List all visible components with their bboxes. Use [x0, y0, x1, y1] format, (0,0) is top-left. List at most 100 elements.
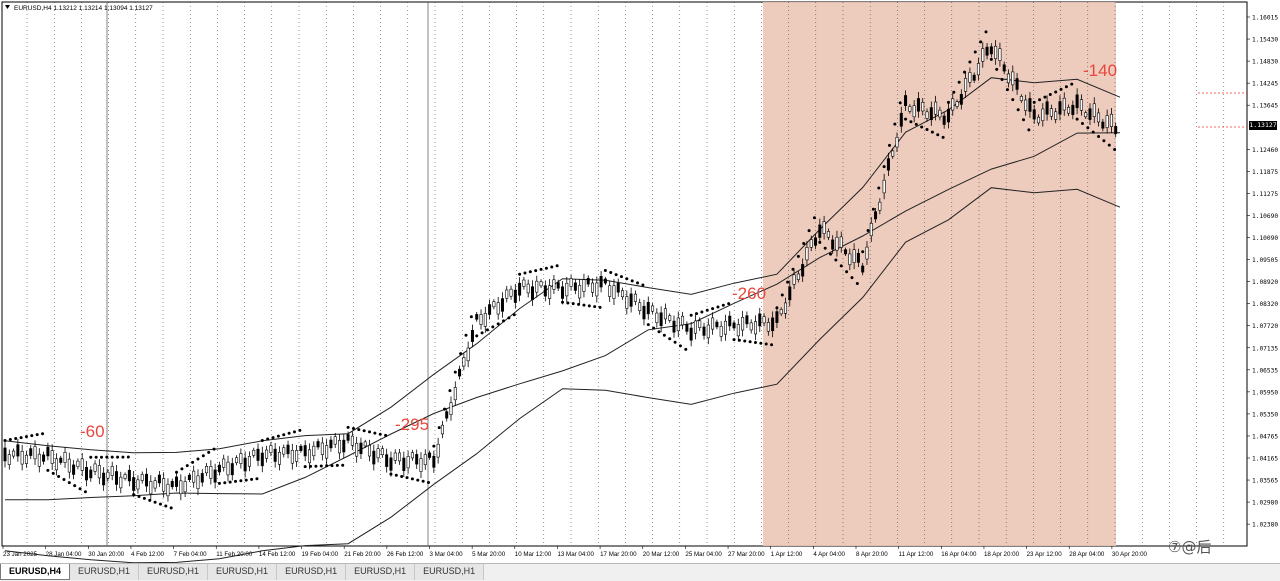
tab-eurusd-h4[interactable]: EURUSD,H4	[0, 564, 71, 580]
candle-body	[277, 451, 281, 465]
sar-dot	[539, 267, 543, 271]
sar-dot	[346, 425, 350, 429]
chart-canvas[interactable]: 1.16015 1.15430 1.14830 1.14245 1.13645 1.124…	[0, 0, 1280, 563]
candle-body	[33, 446, 37, 460]
candle-body	[466, 347, 470, 362]
sar-dot	[995, 67, 999, 71]
candle-body	[766, 322, 770, 332]
sar-dot	[984, 30, 988, 34]
sar-dot	[721, 303, 725, 307]
price-label: 1.02380	[1252, 522, 1278, 529]
candle-body	[329, 439, 333, 449]
candle-body	[483, 313, 487, 327]
candle-body	[779, 309, 783, 315]
sar-dot	[829, 252, 833, 256]
sar-dot	[946, 100, 950, 104]
candles	[3, 40, 1118, 502]
sar-dot	[561, 300, 564, 304]
tab-eurusd-h1[interactable]: EURUSD,H1	[415, 564, 485, 580]
candle-body	[723, 320, 727, 335]
price-label: 1.14245	[1252, 81, 1278, 88]
sar-dot	[244, 478, 248, 482]
sar-dot	[652, 326, 656, 330]
sar-dot	[1070, 82, 1074, 86]
candle-body	[1045, 101, 1049, 115]
price-label: 1.04165	[1252, 456, 1278, 463]
sar-dot	[957, 80, 961, 84]
candle-body	[243, 457, 247, 472]
sar-dot	[432, 444, 436, 448]
sar-dot	[1086, 126, 1090, 130]
candle-body	[951, 98, 955, 111]
price-label: 1.15430	[1252, 37, 1278, 44]
candle-body	[453, 387, 457, 401]
candle-body	[127, 469, 131, 482]
candle-body	[874, 211, 878, 220]
chart-window[interactable]: 1.16015 1.15430 1.14830 1.14245 1.13645 1.124…	[0, 0, 1280, 563]
sar-dot	[14, 437, 18, 441]
time-label: 25 Mar 04:00	[685, 551, 722, 558]
sar-dot	[212, 447, 216, 451]
sar-dot	[528, 270, 532, 274]
candle-body	[235, 457, 239, 464]
candle-body	[1032, 109, 1036, 120]
candle-body	[693, 320, 697, 334]
candle-body	[560, 286, 564, 299]
tab-eurusd-h1[interactable]: EURUSD,H1	[139, 564, 209, 580]
sar-dot	[459, 352, 463, 356]
candle-body	[54, 458, 58, 471]
tab-eurusd-h1[interactable]: EURUSD,H1	[277, 564, 347, 580]
sar-dot	[1064, 85, 1068, 89]
candle-body	[247, 456, 251, 467]
candle-body	[307, 449, 311, 464]
candle-body	[505, 289, 509, 299]
tab-eurusd-h1[interactable]: EURUSD,H1	[208, 564, 278, 580]
sar-dot	[255, 477, 259, 481]
sar-dot	[19, 436, 23, 440]
sar-dot	[914, 122, 918, 126]
candle-body	[599, 276, 603, 288]
time-label: 7 Feb 04:00	[174, 551, 208, 558]
candle-body	[1101, 121, 1105, 129]
sar-dot	[973, 50, 977, 54]
sar-dot	[636, 281, 640, 285]
sar-dot	[544, 266, 548, 270]
sar-dot	[845, 270, 849, 274]
sar-dot	[1038, 98, 1042, 102]
parabolic-sar	[3, 30, 1117, 510]
candle-body	[668, 315, 672, 321]
sar-dot	[839, 264, 843, 268]
sar-dot	[1048, 93, 1052, 97]
sar-dot	[357, 428, 361, 432]
candle-body	[788, 286, 792, 301]
candle-body	[1006, 73, 1010, 84]
candle-body	[938, 109, 942, 118]
time-label: 18 Apr 20:00	[984, 551, 1020, 558]
candle-body	[205, 465, 209, 474]
candle-body	[192, 470, 196, 483]
candle-body	[539, 281, 543, 287]
sar-dot	[512, 313, 516, 317]
candle-body	[595, 282, 599, 297]
candle-body	[530, 286, 534, 300]
time-label: 27 Mar 20:00	[728, 551, 765, 558]
candle-body	[822, 221, 826, 234]
sar-dot	[941, 135, 945, 139]
candle-body	[578, 285, 582, 299]
candle-body	[522, 279, 526, 287]
candle-body	[132, 477, 136, 491]
candle-body	[316, 441, 320, 448]
tab-eurusd-h1[interactable]: EURUSD,H1	[70, 564, 140, 580]
candle-body	[368, 444, 372, 457]
sar-dot	[566, 301, 570, 305]
candle-body	[646, 302, 650, 315]
candle-body	[749, 322, 753, 331]
candle-body	[179, 480, 183, 495]
time-label: 20 Mar 12:00	[643, 551, 680, 558]
candle-body	[899, 112, 903, 127]
sar-dot	[861, 250, 865, 254]
tab-eurusd-h1[interactable]: EURUSD,H1	[346, 564, 416, 580]
candle-body	[187, 474, 191, 481]
time-axis: 23 Jan 2025 28 Jan 04:00 30 Jan 20:00 4 Feb…	[2, 546, 1148, 558]
candle-body	[989, 46, 993, 55]
